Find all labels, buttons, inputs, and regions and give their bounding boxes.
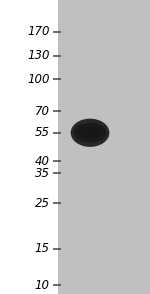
- Text: 55: 55: [34, 126, 50, 139]
- Text: 15: 15: [34, 243, 50, 255]
- Ellipse shape: [78, 126, 102, 139]
- Text: 100: 100: [27, 73, 50, 86]
- Text: 130: 130: [27, 49, 50, 62]
- Text: 35: 35: [34, 167, 50, 180]
- Text: 40: 40: [34, 155, 50, 168]
- Ellipse shape: [74, 123, 106, 143]
- Text: 25: 25: [34, 197, 50, 210]
- Bar: [58, 0, 150, 294]
- Text: 170: 170: [27, 25, 50, 39]
- Ellipse shape: [71, 119, 109, 147]
- Text: 70: 70: [34, 105, 50, 118]
- Text: 10: 10: [34, 279, 50, 292]
